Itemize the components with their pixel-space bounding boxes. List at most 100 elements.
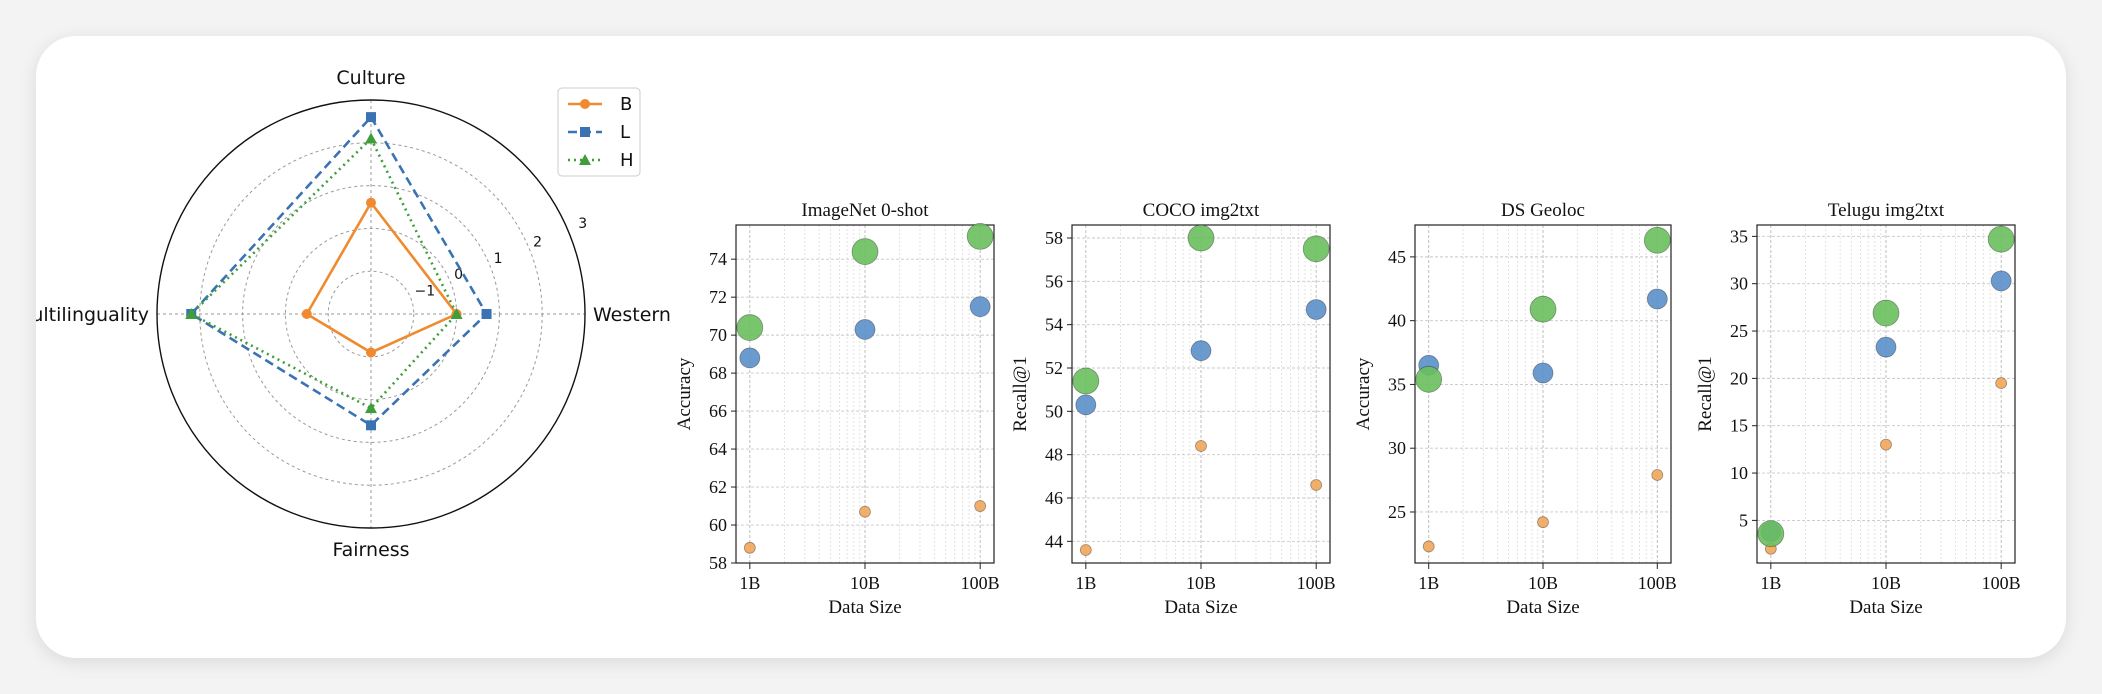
x-tick-label: 100B xyxy=(1297,573,1336,593)
data-point-L xyxy=(1990,270,2012,292)
radar-tick-label: 0 xyxy=(454,267,463,283)
legend-marker-B xyxy=(580,99,590,109)
x-tick-label: 100B xyxy=(1638,573,1677,593)
chart-title: ImageNet 0-shot xyxy=(801,200,929,221)
radar-series-L xyxy=(189,114,489,427)
x-tick-label: 10B xyxy=(1871,573,1901,593)
data-point-B xyxy=(1422,540,1435,553)
y-tick-label: 10 xyxy=(1730,463,1748,483)
y-tick-label: 70 xyxy=(709,325,727,345)
x-tick-label: 100B xyxy=(961,573,1000,593)
legend-marker-H xyxy=(579,154,591,165)
data-point-L xyxy=(969,296,991,318)
y-tick-label: 25 xyxy=(1730,321,1748,341)
radar-marker-H xyxy=(365,132,377,144)
scatter-panel: 44 46 48 50 52 54 56 58 1B 10B 100B COCO img2txt Dat… xyxy=(1010,200,1336,618)
y-tick-label: 40 xyxy=(1388,311,1406,331)
y-tick-label: 45 xyxy=(1388,247,1406,267)
radar-marker-B xyxy=(366,197,376,208)
data-point-L xyxy=(1075,394,1097,416)
y-tick-label: 44 xyxy=(1045,531,1063,551)
data-point-B xyxy=(859,505,871,518)
y-tick-label: 25 xyxy=(1388,502,1406,522)
y-tick-label: 56 xyxy=(1045,271,1063,291)
x-tick-label: 10B xyxy=(1528,573,1558,593)
data-point-L xyxy=(1646,288,1668,310)
data-point-B xyxy=(1079,544,1092,556)
data-point-H xyxy=(1187,224,1215,252)
radar-outer-circle xyxy=(156,99,586,529)
data-point-B xyxy=(1310,479,1323,491)
y-tick-label: 5 xyxy=(1739,510,1748,530)
y-tick-label: 30 xyxy=(1388,438,1406,458)
radar-legend: BLH xyxy=(557,87,641,177)
radar-marker-L xyxy=(481,309,492,319)
scatter-charts: 58 60 62 64 66 68 70 72 74 1B 10B 100B ImageNet 0-sh… xyxy=(674,200,2021,618)
data-point-H xyxy=(1529,295,1557,323)
x-tick-label: 10B xyxy=(850,573,880,593)
radar-tick-label: 1 xyxy=(494,251,503,267)
y-tick-label: 58 xyxy=(1045,228,1063,248)
data-point-H xyxy=(1415,365,1443,393)
data-point-H xyxy=(1302,235,1330,263)
y-tick-label: 46 xyxy=(1045,488,1063,508)
y-axis-label: Recall@1 xyxy=(1695,356,1716,432)
data-point-B xyxy=(1195,440,1207,452)
data-point-H xyxy=(851,238,879,265)
data-point-B xyxy=(1651,469,1664,481)
y-tick-label: 48 xyxy=(1045,445,1063,465)
x-axis-label: Data Size xyxy=(1506,597,1579,618)
legend-label-H: H xyxy=(620,150,634,171)
data-point-H xyxy=(1757,520,1785,548)
data-point-L xyxy=(739,347,761,369)
y-axis-label: Accuracy xyxy=(674,357,695,430)
data-point-H xyxy=(1987,225,2015,253)
data-point-B xyxy=(1880,438,1892,451)
y-tick-label: 15 xyxy=(1730,416,1748,436)
y-axis-label: Recall@1 xyxy=(1010,356,1031,432)
x-tick-label: 10B xyxy=(1186,573,1216,593)
radar-marker-L xyxy=(366,112,376,123)
y-tick-label: 52 xyxy=(1045,358,1063,378)
radar-marker-H xyxy=(185,308,198,319)
y-tick-label: 66 xyxy=(709,401,727,421)
radar-marker-L xyxy=(366,420,376,431)
data-point-L xyxy=(1305,299,1327,320)
data-point-L xyxy=(1190,340,1212,362)
data-point-B xyxy=(974,500,987,512)
radar-tick-label: −1 xyxy=(415,284,436,300)
data-point-H xyxy=(1072,367,1100,395)
radar-marker-B xyxy=(366,347,376,358)
radar-chart: −1 0 1 2 3 Culture Western Fairness Multilingual… xyxy=(36,67,671,561)
x-axis-label: Data Size xyxy=(828,597,901,618)
radar-marker-H xyxy=(450,308,463,319)
x-tick-label: 100B xyxy=(1982,573,2021,593)
x-tick-label: 1B xyxy=(739,573,760,593)
y-tick-label: 35 xyxy=(1730,226,1748,246)
radar-axis-label: Culture xyxy=(336,67,405,89)
radar-tick-label: 2 xyxy=(533,234,542,250)
y-tick-label: 35 xyxy=(1388,374,1406,394)
y-tick-label: 74 xyxy=(709,249,727,269)
data-point-L xyxy=(1532,362,1554,384)
y-tick-label: 50 xyxy=(1045,401,1063,421)
x-tick-label: 1B xyxy=(1760,573,1781,593)
chart-title: COCO img2txt xyxy=(1143,200,1260,221)
data-point-H xyxy=(966,222,994,250)
data-point-B xyxy=(743,541,756,554)
x-tick-label: 1B xyxy=(1075,573,1096,593)
x-axis-label: Data Size xyxy=(1164,597,1237,618)
radar-marker-H xyxy=(365,402,377,414)
legend-label-B: B xyxy=(620,94,632,115)
scatter-panel: 25 30 35 40 45 1B 10B 100B DS Geoloc Data Size Acc… xyxy=(1353,200,1677,618)
data-point-L xyxy=(1875,336,1897,358)
y-tick-label: 58 xyxy=(709,553,727,573)
y-tick-label: 62 xyxy=(709,477,727,497)
chart-title: DS Geoloc xyxy=(1501,200,1585,221)
data-point-H xyxy=(1872,299,1900,327)
data-point-B xyxy=(1995,377,2008,390)
data-point-B xyxy=(1537,516,1549,529)
chart-title: Telugu img2txt xyxy=(1828,200,1945,221)
y-tick-label: 64 xyxy=(709,439,727,459)
x-tick-label: 1B xyxy=(1418,573,1439,593)
